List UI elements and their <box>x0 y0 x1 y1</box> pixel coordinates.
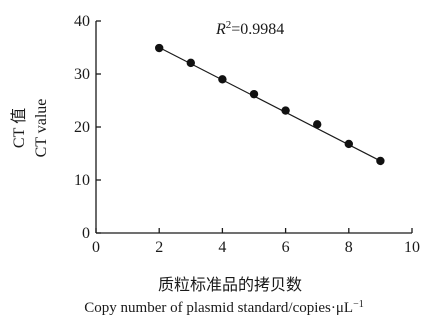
data-point <box>186 58 195 68</box>
x-tick-label: 6 <box>282 239 290 256</box>
x-tick-label: 4 <box>218 239 226 256</box>
x-tick-label: 2 <box>155 239 163 256</box>
x-axis-label-english-exponent: −1 <box>353 299 364 310</box>
y-axis-label-english: CT value <box>33 99 50 158</box>
data-point <box>155 43 164 53</box>
x-axis-label-english-text: Copy number of plasmid standard/copies·μ… <box>84 300 353 316</box>
y-tick-label: 20 <box>74 119 90 136</box>
y-tick-label: 0 <box>82 225 90 242</box>
r-squared-symbol: R <box>215 21 226 38</box>
r-squared-exponent: 2 <box>226 19 232 31</box>
y-tick-label: 10 <box>74 172 90 189</box>
data-point <box>376 156 385 166</box>
data-point <box>281 106 290 115</box>
y-axis-label-chinese: CT 值 <box>10 108 28 148</box>
axes <box>95 21 412 234</box>
ticks: 0 2 4 6 8 10 0 10 20 30 40 <box>74 13 420 256</box>
x-axis-label-english: Copy number of plasmid standard/copies·μ… <box>84 299 363 317</box>
data-point <box>313 120 322 129</box>
x-axis-label-chinese: 质粒标准品的拷贝数 <box>158 276 302 294</box>
data-point <box>344 139 353 149</box>
fit-line <box>158 46 381 162</box>
data-points <box>155 43 385 166</box>
data-point <box>218 75 227 84</box>
x-tick-label: 0 <box>92 239 100 256</box>
r-squared-annotation: R2=0.9984 <box>215 19 284 38</box>
y-tick-label: 30 <box>74 66 90 83</box>
r-squared-value: =0.9984 <box>231 21 284 38</box>
data-point <box>249 89 259 99</box>
y-tick-label: 40 <box>74 13 90 30</box>
x-tick-label: 10 <box>404 239 420 256</box>
x-tick-label: 8 <box>345 239 353 256</box>
